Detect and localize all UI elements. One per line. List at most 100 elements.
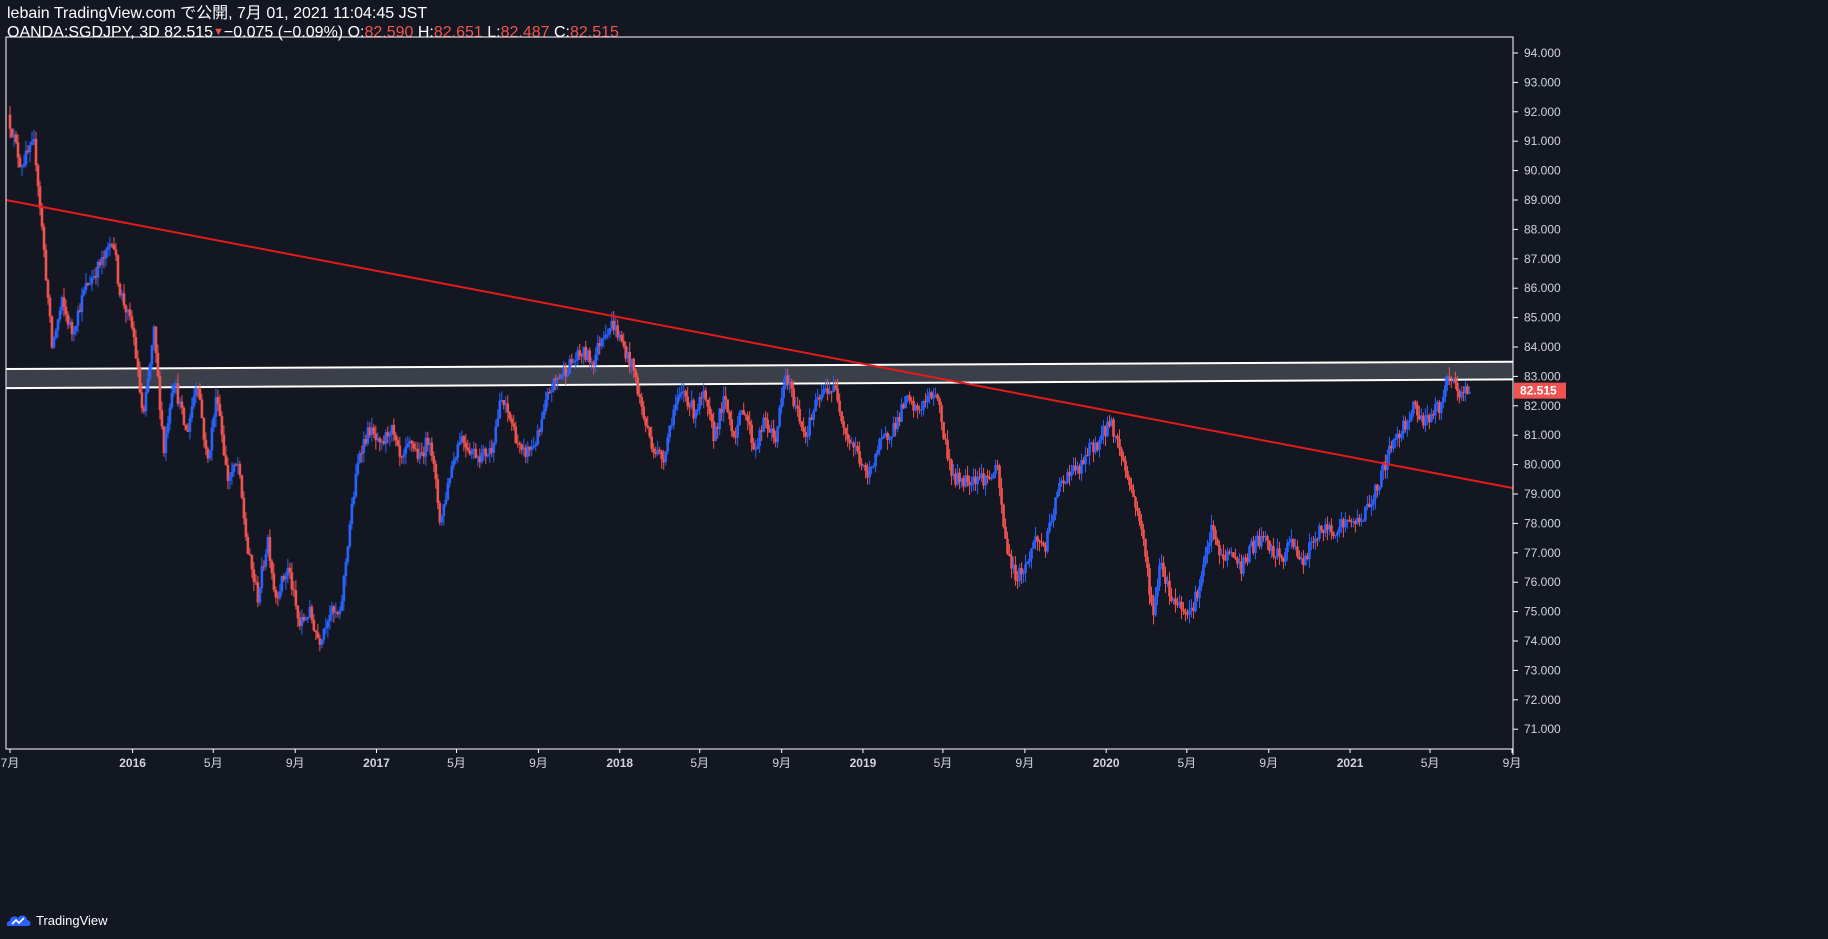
candle-body bbox=[1376, 484, 1379, 491]
candle bbox=[384, 429, 388, 454]
candle-body bbox=[390, 424, 394, 434]
candle bbox=[656, 440, 660, 457]
candle-body bbox=[1054, 497, 1057, 515]
candle bbox=[728, 410, 731, 426]
candle bbox=[1290, 529, 1293, 549]
candle bbox=[10, 128, 14, 138]
candle bbox=[1052, 508, 1055, 528]
resistance-zone[interactable] bbox=[5, 360, 1514, 390]
candle-body bbox=[1242, 557, 1245, 574]
candle-body bbox=[40, 208, 44, 227]
candle bbox=[1040, 533, 1043, 547]
candle bbox=[1132, 483, 1135, 498]
candle-body bbox=[610, 320, 614, 329]
candle-body bbox=[972, 476, 975, 483]
candle-body bbox=[1468, 391, 1471, 394]
candle bbox=[246, 532, 250, 555]
resistance-zone-lower-line[interactable] bbox=[5, 378, 1514, 390]
candle-body bbox=[802, 427, 805, 433]
candle bbox=[430, 437, 434, 462]
candle-body bbox=[824, 388, 827, 390]
candle-body bbox=[848, 439, 851, 444]
candle bbox=[448, 477, 452, 488]
candle bbox=[720, 402, 723, 421]
candle bbox=[584, 340, 588, 363]
candle-body bbox=[1102, 426, 1105, 435]
trendline-layer[interactable] bbox=[5, 199, 1514, 490]
candle-body bbox=[1202, 564, 1205, 576]
candle bbox=[548, 387, 552, 395]
candle bbox=[104, 247, 108, 267]
candle bbox=[1286, 539, 1289, 561]
candle-body bbox=[524, 447, 528, 457]
candle-body bbox=[886, 432, 889, 441]
candle bbox=[294, 580, 298, 610]
candle-body bbox=[606, 334, 610, 336]
candle bbox=[484, 447, 488, 464]
candle bbox=[1058, 477, 1061, 497]
candle bbox=[678, 386, 682, 401]
candle bbox=[168, 403, 172, 431]
candle-body bbox=[1126, 470, 1129, 478]
candle-body bbox=[378, 438, 382, 443]
candle bbox=[1032, 539, 1035, 549]
candle-body bbox=[148, 364, 152, 380]
candle-body bbox=[60, 297, 64, 311]
candle-body bbox=[1452, 378, 1455, 380]
candle bbox=[1166, 575, 1169, 588]
candle bbox=[194, 382, 198, 404]
candle bbox=[38, 180, 42, 216]
candle-body bbox=[760, 430, 763, 432]
candle bbox=[1376, 483, 1379, 497]
candle bbox=[22, 154, 26, 169]
descending-trendline[interactable] bbox=[5, 199, 1514, 490]
candle bbox=[50, 315, 54, 350]
candle-body bbox=[538, 430, 542, 432]
candle-body bbox=[70, 322, 74, 335]
candle-body bbox=[1304, 555, 1307, 566]
candle-body bbox=[1036, 536, 1039, 541]
candle bbox=[640, 392, 644, 415]
candle bbox=[1260, 527, 1263, 550]
candle bbox=[770, 420, 773, 441]
candle-body bbox=[1448, 376, 1451, 378]
candle-body bbox=[18, 157, 22, 168]
candle-body bbox=[456, 444, 460, 458]
tradingview-logo[interactable]: TradingView bbox=[6, 911, 108, 929]
candle-body bbox=[1068, 472, 1071, 476]
candle bbox=[1402, 415, 1405, 440]
candle-body bbox=[950, 460, 953, 476]
candle-body bbox=[634, 370, 638, 378]
resistance-zone-upper-line[interactable] bbox=[5, 360, 1514, 371]
candle bbox=[476, 454, 480, 467]
candle bbox=[838, 393, 841, 416]
candle bbox=[424, 431, 428, 467]
price-axis[interactable]: 94.00093.00092.00091.00090.00089.00088.0… bbox=[1513, 46, 1566, 736]
candle-body bbox=[774, 437, 777, 443]
candle bbox=[308, 600, 312, 618]
candle-body bbox=[514, 426, 518, 444]
candle bbox=[1390, 440, 1393, 453]
candle bbox=[506, 395, 510, 423]
candle bbox=[1352, 517, 1355, 528]
candle-body bbox=[1174, 598, 1177, 605]
candle bbox=[1212, 520, 1215, 541]
candle bbox=[388, 431, 392, 446]
candle-body bbox=[56, 319, 60, 331]
candle-body bbox=[1184, 611, 1187, 615]
candle bbox=[706, 399, 709, 417]
candle-body bbox=[792, 388, 795, 407]
candle-body bbox=[1002, 504, 1005, 527]
candle bbox=[638, 385, 642, 404]
candle-body bbox=[1234, 557, 1237, 559]
price-tick-label: 86.000 bbox=[1524, 281, 1561, 295]
candle-body bbox=[188, 418, 192, 432]
candle-body bbox=[88, 283, 92, 286]
time-axis[interactable]: 7月 2016 5月 9月 2017 5月 9月 2018 5月 9月 2019 5月 9月 2020 5月… bbox=[1, 749, 1522, 770]
candle bbox=[220, 411, 224, 443]
candle bbox=[86, 282, 90, 287]
candle-body bbox=[940, 405, 943, 422]
candle bbox=[426, 431, 430, 452]
candle bbox=[100, 250, 104, 275]
